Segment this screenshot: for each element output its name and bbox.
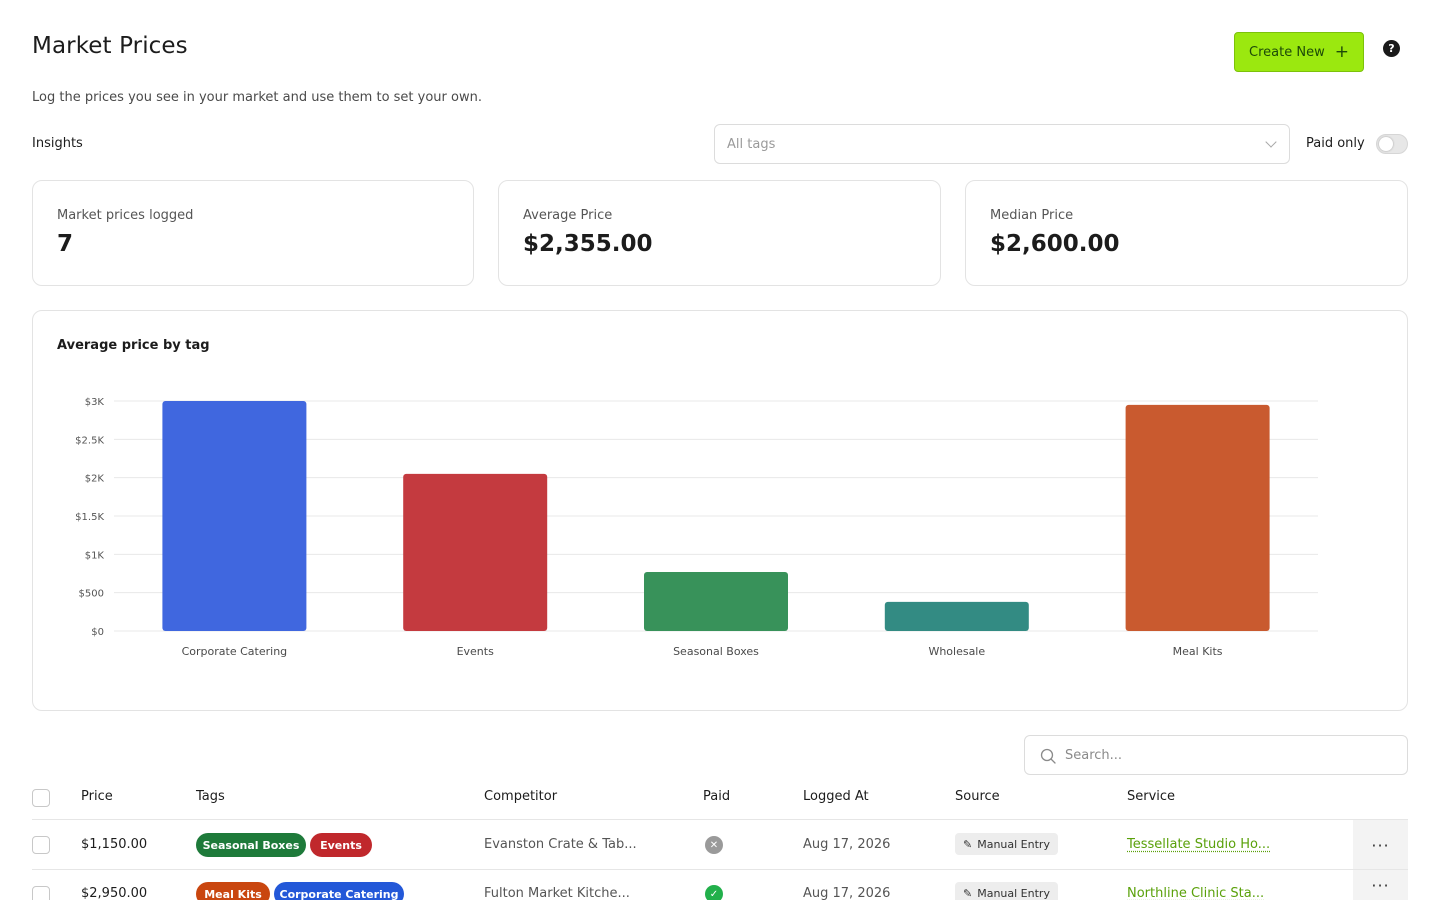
unpaid-x-icon: ✕ — [705, 836, 723, 854]
row-competitor: Fulton Market Kitche... — [484, 886, 630, 900]
create-new-label: Create New — [1249, 45, 1325, 60]
column-header-source[interactable]: Source — [955, 789, 1000, 804]
y-tick-label: $2.5K — [75, 435, 104, 446]
plus-icon: + — [1335, 44, 1349, 61]
row-competitor: Evanston Crate & Tab... — [484, 837, 637, 852]
select-all-checkbox[interactable] — [32, 789, 50, 807]
bar — [885, 602, 1029, 631]
more-actions-icon[interactable]: ··· — [1353, 820, 1408, 870]
y-tick-label: $3K — [85, 397, 105, 408]
source-label: Manual Entry — [977, 838, 1050, 851]
bar — [1126, 405, 1270, 631]
help-circle-icon[interactable]: ? — [1383, 40, 1400, 57]
search-input[interactable] — [1065, 736, 1395, 774]
tag-badge: Events — [310, 833, 372, 857]
stat-value: 7 — [57, 231, 73, 257]
insights-label: Insights — [32, 136, 83, 151]
y-tick-label: $1K — [85, 550, 105, 561]
y-tick-label: $0 — [91, 627, 104, 638]
x-tick-label: Meal Kits — [1173, 645, 1223, 658]
row-price: $2,950.00 — [81, 886, 147, 900]
source-badge: ✎ Manual Entry — [955, 882, 1058, 900]
row-logged-at: Aug 17, 2026 — [803, 837, 890, 852]
column-header-service[interactable]: Service — [1127, 789, 1175, 804]
divider — [32, 819, 1408, 820]
page-title: Market Prices — [32, 33, 188, 59]
stat-label: Average Price — [523, 208, 612, 223]
toggle-knob — [1379, 137, 1393, 151]
bar — [403, 474, 547, 631]
row-logged-at: Aug 17, 2026 — [803, 886, 890, 900]
y-tick-label: $2K — [85, 474, 105, 485]
stat-label: Market prices logged — [57, 208, 193, 223]
paid-only-label: Paid only — [1306, 136, 1365, 151]
tags-select-placeholder: All tags — [727, 137, 775, 152]
bar — [644, 572, 788, 631]
tag-badge: Corporate Catering — [274, 882, 404, 900]
stat-card-median-price: Median Price $2,600.00 — [965, 180, 1408, 286]
stat-label: Median Price — [990, 208, 1073, 223]
column-header-logged-at[interactable]: Logged At — [803, 789, 869, 804]
x-tick-label: Wholesale — [928, 645, 985, 658]
tags-select[interactable]: All tags — [714, 124, 1290, 164]
create-new-button[interactable]: Create New + — [1234, 32, 1364, 72]
row-price: $1,150.00 — [81, 837, 147, 852]
row-checkbox[interactable] — [32, 836, 50, 854]
more-actions-icon[interactable]: ··· — [1353, 870, 1408, 900]
x-tick-label: Events — [457, 645, 495, 658]
divider — [32, 869, 1408, 870]
x-tick-label: Corporate Catering — [182, 645, 288, 658]
edit-icon: ✎ — [963, 838, 972, 851]
column-header-paid[interactable]: Paid — [703, 789, 730, 804]
search-icon — [1040, 748, 1056, 764]
edit-icon: ✎ — [963, 887, 972, 900]
y-tick-label: $1.5K — [75, 512, 104, 523]
source-label: Manual Entry — [977, 887, 1050, 900]
y-tick-label: $500 — [79, 589, 104, 600]
stat-value: $2,600.00 — [990, 231, 1120, 257]
bar-chart: $0 $500 $1K $1.5K $2K $2.5K $3K Corporate Cater… — [33, 311, 1409, 712]
source-badge: ✎ Manual Entry — [955, 833, 1058, 855]
paid-only-toggle[interactable] — [1376, 134, 1408, 154]
paid-check-icon: ✓ — [705, 885, 723, 900]
service-link[interactable]: Northline Clinic Sta... — [1127, 886, 1264, 900]
tag-badge: Meal Kits — [196, 882, 270, 900]
stat-card-prices-logged: Market prices logged 7 — [32, 180, 474, 286]
column-header-tags[interactable]: Tags — [196, 789, 225, 804]
column-header-price[interactable]: Price — [81, 789, 113, 804]
row-checkbox[interactable] — [32, 886, 50, 900]
bar — [162, 401, 306, 631]
x-tick-label: Seasonal Boxes — [673, 645, 759, 658]
page-subtitle: Log the prices you see in your market an… — [32, 90, 482, 105]
stat-value: $2,355.00 — [523, 231, 653, 257]
service-link[interactable]: Tessellate Studio Ho... — [1127, 837, 1270, 852]
column-header-competitor[interactable]: Competitor — [484, 789, 557, 804]
chevron-down-icon — [1265, 136, 1276, 147]
search-box[interactable] — [1024, 735, 1408, 775]
tag-badge: Seasonal Boxes — [196, 833, 306, 857]
chart-card: Average price by tag $0 $500 $1K $1.5K $2K $2… — [32, 310, 1408, 711]
stat-card-average-price: Average Price $2,355.00 — [498, 180, 941, 286]
